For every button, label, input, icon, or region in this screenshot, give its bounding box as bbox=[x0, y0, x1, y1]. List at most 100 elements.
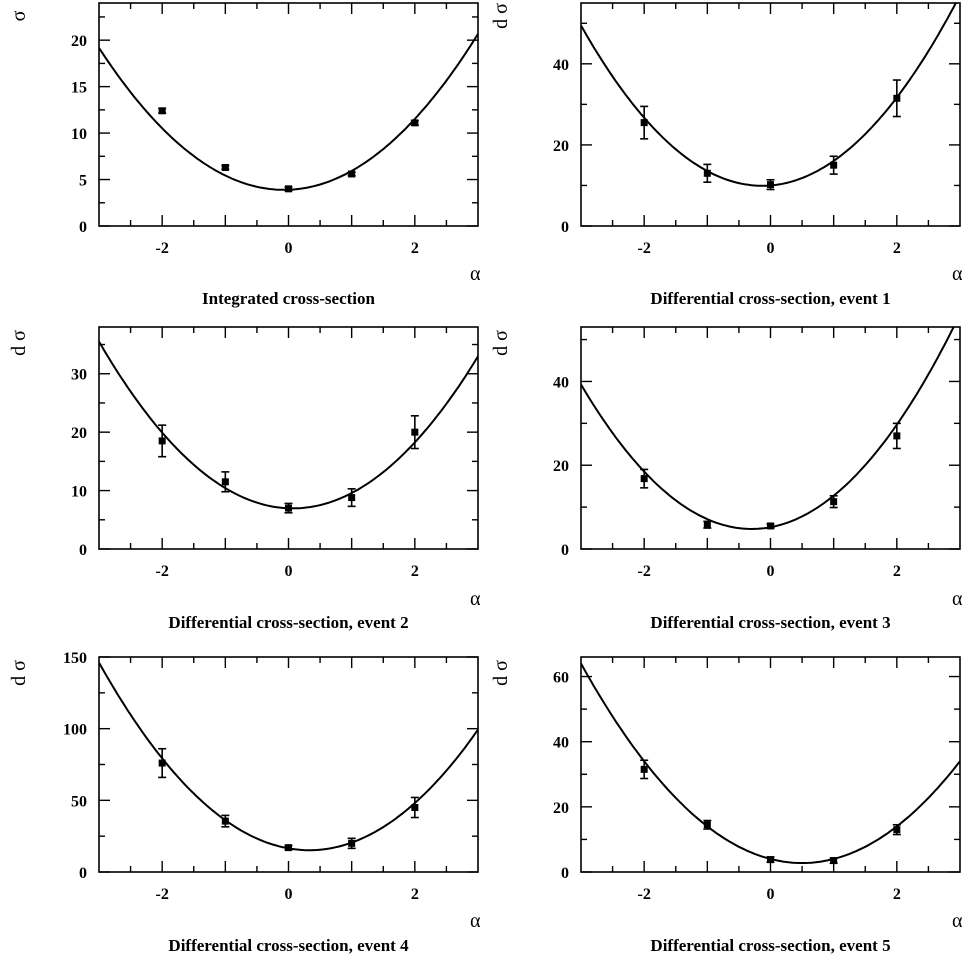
data-point bbox=[830, 498, 838, 506]
y-axis-label: d σ bbox=[490, 660, 512, 686]
y-tick-label: 40 bbox=[553, 57, 569, 74]
x-axis-label: α bbox=[952, 588, 963, 610]
fit-curve bbox=[581, 663, 960, 864]
x-tick-label: -2 bbox=[638, 886, 651, 903]
x-tick-label: 2 bbox=[411, 563, 419, 580]
y-axis-label: d σ bbox=[8, 660, 30, 686]
data-point bbox=[158, 437, 166, 445]
panel-caption: Differential cross-section, event 5 bbox=[650, 936, 890, 955]
data-point bbox=[830, 161, 838, 169]
fit-curve bbox=[581, 3, 957, 187]
y-tick-label: 60 bbox=[553, 670, 569, 687]
y-tick-label: 5 bbox=[79, 173, 87, 190]
data-point bbox=[158, 107, 166, 115]
fit-curve bbox=[99, 33, 478, 191]
chart-panel-5: -2 0 2 0 50 100 150 d σ α Differential cross-sect… bbox=[8, 650, 481, 955]
x-axis-label: α bbox=[470, 263, 481, 285]
y-tick-label: 0 bbox=[79, 219, 87, 236]
x-tick-label: 0 bbox=[285, 886, 293, 903]
plot-frame bbox=[98, 2, 479, 227]
panel-caption: Differential cross-section, event 3 bbox=[650, 613, 890, 632]
y-axis-label: σ bbox=[8, 10, 30, 21]
data-point bbox=[348, 170, 356, 178]
data-point bbox=[411, 804, 419, 811]
x-tick-label: 0 bbox=[767, 240, 775, 257]
x-tick-label: 2 bbox=[893, 886, 901, 903]
y-tick-label: 40 bbox=[553, 735, 569, 752]
x-tick-label: 0 bbox=[767, 886, 775, 903]
x-axis-label: α bbox=[952, 263, 963, 285]
fit-curve bbox=[99, 662, 478, 852]
data-point bbox=[348, 494, 356, 502]
x-tick-label: -2 bbox=[156, 886, 169, 903]
data-point bbox=[893, 432, 901, 440]
plot-frame bbox=[580, 656, 961, 873]
x-tick-label: -2 bbox=[156, 240, 169, 257]
x-tick-label: -2 bbox=[638, 563, 651, 580]
data-point bbox=[893, 826, 901, 834]
plot-frame bbox=[98, 656, 479, 873]
data-point bbox=[221, 478, 229, 486]
plot-frame bbox=[580, 2, 961, 227]
data-point bbox=[411, 119, 419, 127]
panel-caption: Differential cross-section, event 1 bbox=[650, 289, 890, 308]
data-point bbox=[640, 475, 648, 483]
x-tick-label: -2 bbox=[156, 563, 169, 580]
data-point bbox=[703, 169, 711, 177]
x-axis-label: α bbox=[952, 910, 963, 932]
data-point bbox=[640, 765, 648, 773]
data-point bbox=[221, 163, 229, 171]
data-point bbox=[640, 119, 648, 127]
data-point bbox=[411, 428, 419, 436]
data-point bbox=[703, 521, 711, 529]
y-tick-label: 0 bbox=[79, 542, 87, 559]
fit-curve bbox=[99, 341, 478, 510]
data-point bbox=[767, 522, 774, 530]
x-tick-label: 2 bbox=[893, 240, 901, 257]
y-tick-label: 20 bbox=[553, 138, 569, 155]
y-tick-label: 10 bbox=[71, 126, 87, 143]
y-tick-label: 20 bbox=[71, 425, 87, 442]
x-axis-label: α bbox=[470, 588, 481, 610]
x-tick-label: 0 bbox=[285, 240, 293, 257]
y-tick-label: 0 bbox=[561, 865, 569, 882]
x-tick-label: 2 bbox=[893, 563, 901, 580]
y-tick-label: 0 bbox=[561, 219, 569, 236]
y-tick-label: 20 bbox=[71, 33, 87, 50]
data-point bbox=[285, 185, 292, 193]
y-tick-label: 20 bbox=[553, 458, 569, 475]
fit-curve bbox=[581, 327, 955, 531]
y-tick-label: 150 bbox=[63, 650, 87, 667]
y-tick-label: 10 bbox=[71, 484, 87, 501]
y-tick-label: 30 bbox=[71, 367, 87, 384]
y-tick-label: 50 bbox=[71, 793, 87, 810]
y-axis-label: d σ bbox=[490, 3, 512, 29]
y-axis-label: d σ bbox=[490, 330, 512, 356]
x-tick-label: 0 bbox=[285, 563, 293, 580]
data-point bbox=[285, 844, 292, 852]
y-tick-label: 100 bbox=[63, 722, 87, 739]
y-tick-label: 20 bbox=[553, 800, 569, 817]
data-point bbox=[158, 759, 166, 767]
data-point bbox=[893, 94, 901, 102]
plot-frame bbox=[580, 326, 961, 550]
y-tick-label: 15 bbox=[71, 80, 87, 97]
x-tick-label: -2 bbox=[638, 240, 651, 257]
plot-frame bbox=[98, 326, 479, 550]
data-point bbox=[703, 821, 711, 829]
y-axis-label: d σ bbox=[8, 330, 30, 356]
x-tick-label: 0 bbox=[767, 563, 775, 580]
y-tick-label: 0 bbox=[561, 542, 569, 559]
panel-caption: Differential cross-section, event 4 bbox=[168, 936, 409, 955]
x-axis-label: α bbox=[470, 910, 481, 932]
y-tick-label: 40 bbox=[553, 374, 569, 391]
data-point bbox=[830, 857, 838, 865]
data-point bbox=[221, 817, 229, 825]
data-point bbox=[767, 856, 774, 864]
data-point bbox=[348, 839, 356, 847]
